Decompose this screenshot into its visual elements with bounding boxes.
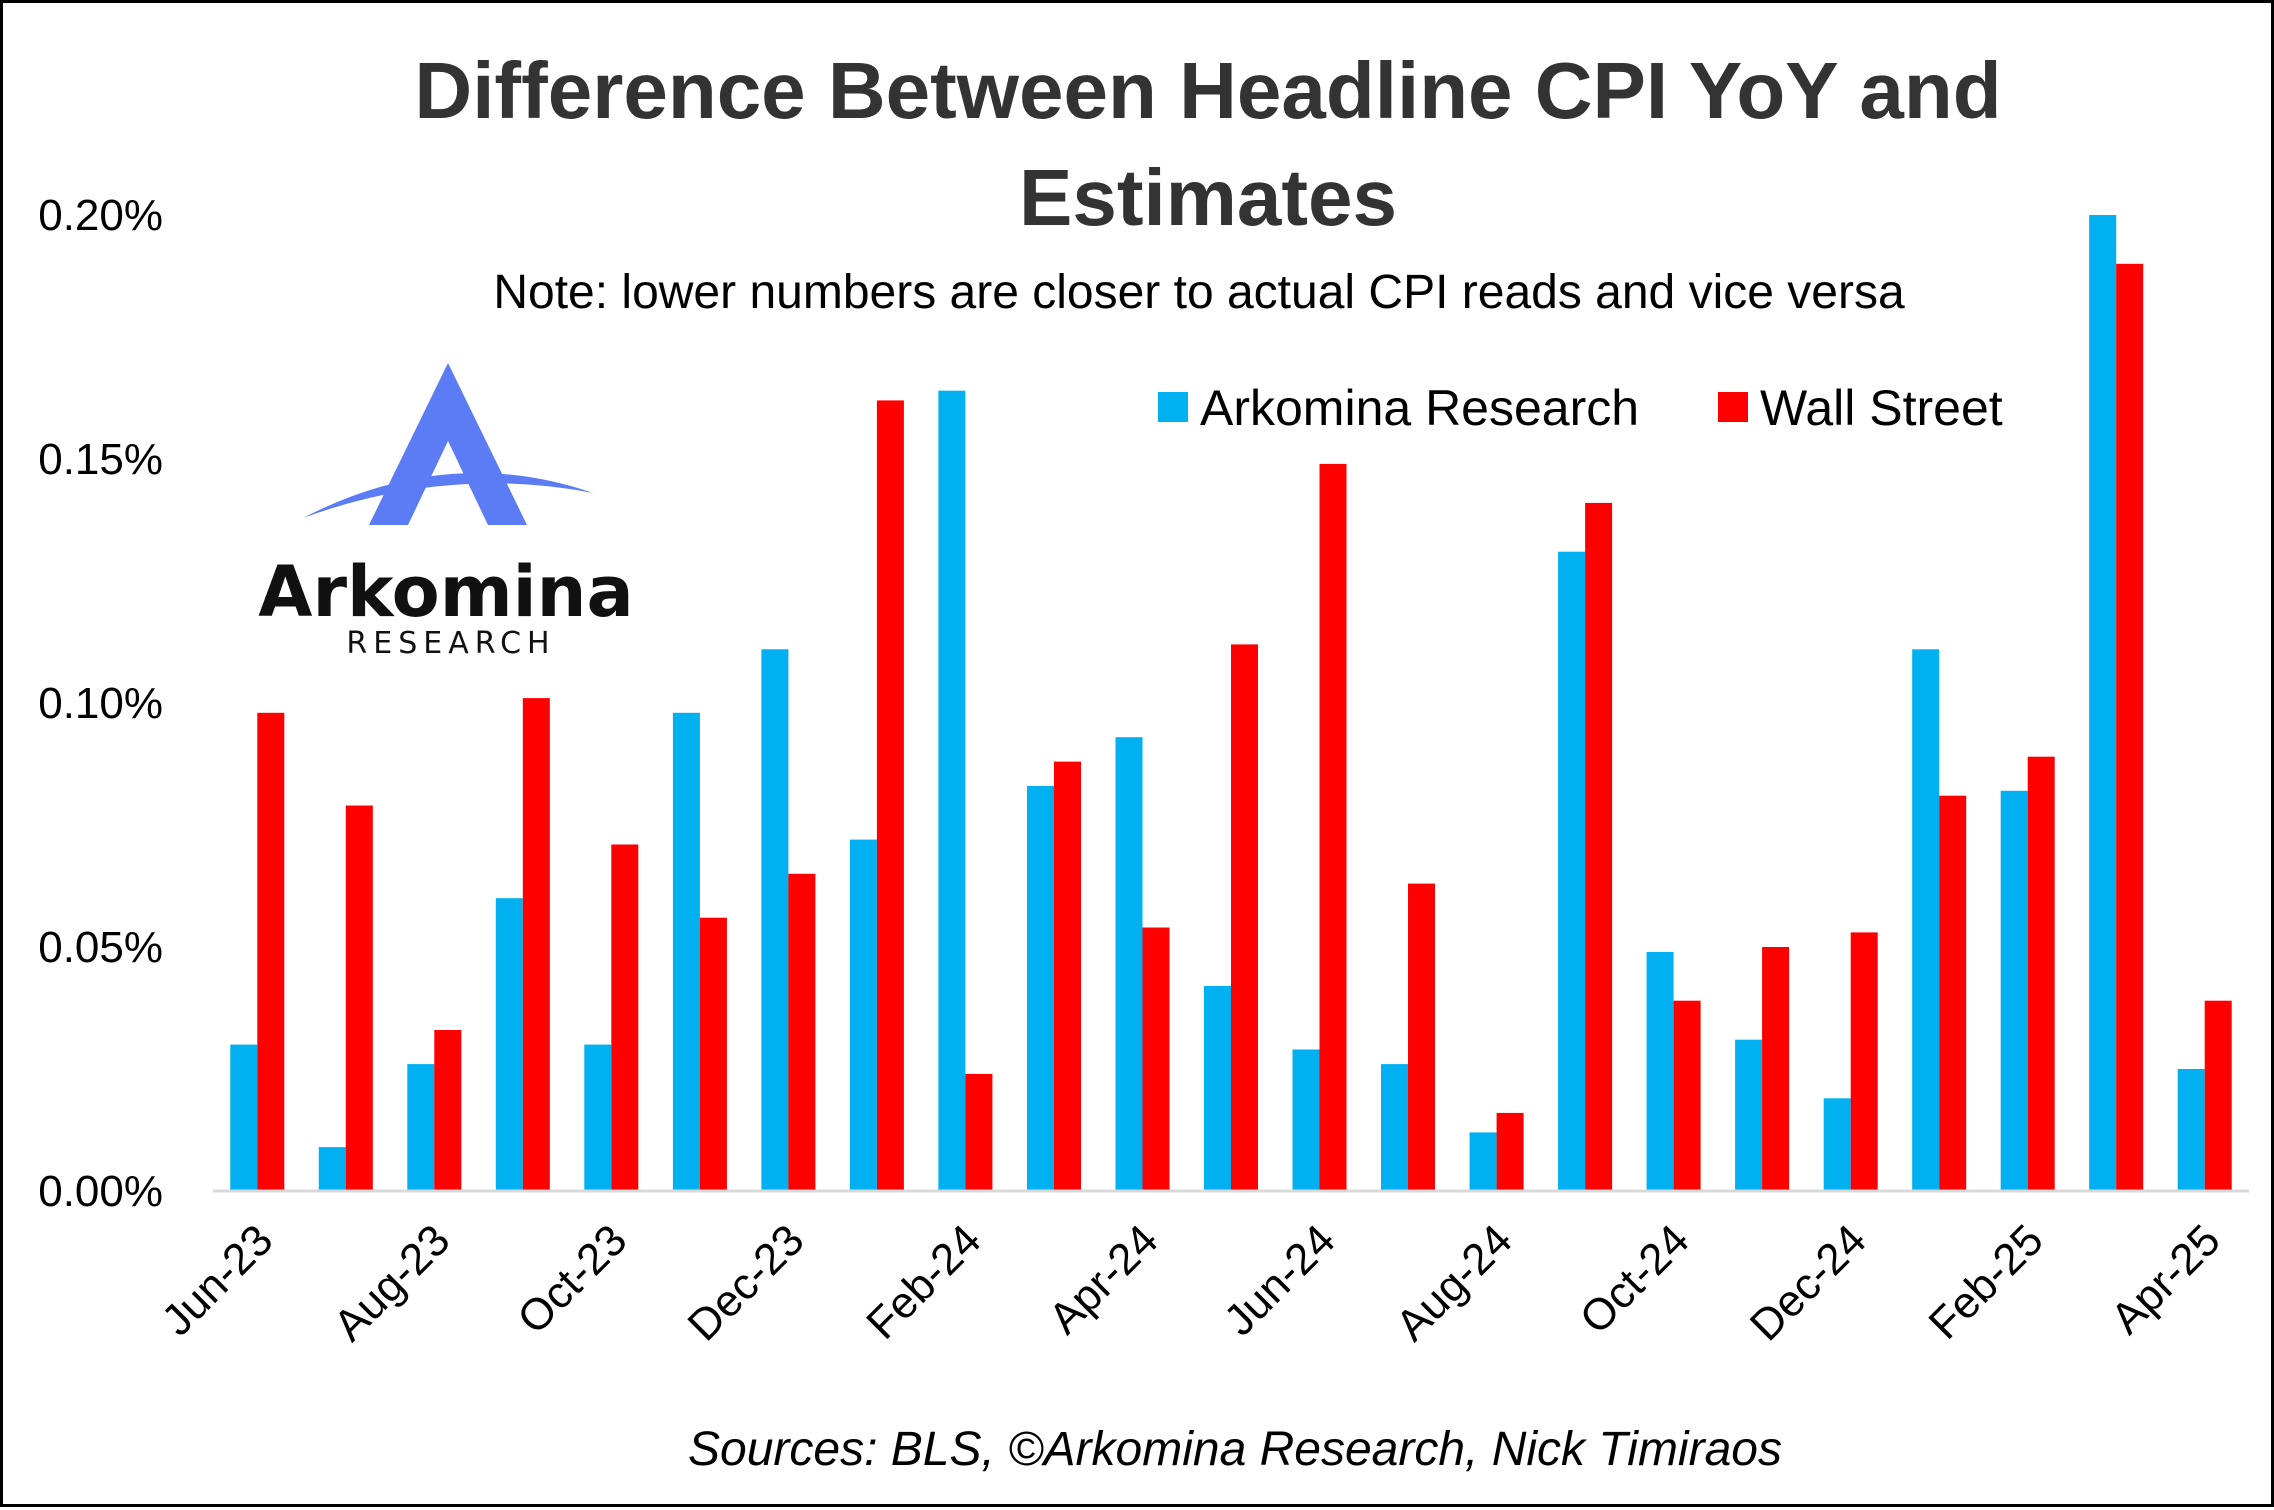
logo-arc-icon: [303, 473, 593, 518]
bar-arkomina: [849, 839, 877, 1191]
bar-arkomina: [230, 1044, 258, 1191]
x-tick-label: Oct-23: [508, 1215, 636, 1343]
x-tick-label: Apr-24: [1040, 1215, 1168, 1343]
bar-arkomina: [2089, 215, 2117, 1191]
bar-arkomina: [1469, 1132, 1497, 1191]
arkomina-logo: Arkomina RESEARCH: [258, 363, 634, 661]
bar-wall-street: [2204, 1000, 2232, 1191]
x-tick-label: Feb-25: [1920, 1215, 2053, 1348]
bar-wall-street: [345, 805, 373, 1191]
chart-title-line1: Difference Between Headline CPI YoY and: [414, 46, 2001, 135]
bar-wall-street: [1142, 927, 1170, 1191]
bar-wall-street: [2027, 756, 2055, 1191]
chart-canvas: Difference Between Headline CPI YoY and …: [38, 46, 2249, 1476]
bar-arkomina: [2177, 1069, 2205, 1191]
x-tick-label: Dec-24: [1741, 1215, 1876, 1350]
legend-swatch-arkomina: [1158, 392, 1188, 422]
logo-a-mark-icon: [369, 363, 527, 525]
x-tick-label: Aug-23: [324, 1215, 459, 1350]
legend-swatch-wall-street: [1718, 392, 1748, 422]
bar-wall-street: [1496, 1112, 1524, 1191]
x-tick-label: Aug-24: [1387, 1215, 1522, 1350]
x-axis: Jun-23 Aug-23 Oct-23 Dec-23 Feb-24 Apr-24 Jun-…: [153, 1215, 2230, 1350]
legend-label-arkomina: Arkomina Research: [1200, 380, 1639, 436]
bar-arkomina: [318, 1147, 346, 1191]
y-tick-label: 0.20%: [38, 191, 163, 240]
bar-wall-street: [611, 844, 639, 1191]
bar-arkomina: [1735, 1039, 1763, 1191]
bar-wall-street: [1054, 761, 1081, 1191]
bar-arkomina: [938, 390, 966, 1191]
bar-wall-street: [1231, 644, 1258, 1191]
bar-arkomina: [1823, 1098, 1851, 1191]
logo-subtext: RESEARCH: [346, 626, 555, 661]
bars-group: [230, 215, 2232, 1191]
y-tick-label: 0.05%: [38, 923, 163, 972]
bar-arkomina: [2000, 790, 2028, 1191]
bar-wall-street: [1673, 1000, 1701, 1191]
logo-wordmark: Arkomina: [258, 551, 633, 633]
bar-wall-street: [1319, 463, 1347, 1191]
y-tick-label: 0.10%: [38, 679, 163, 728]
legend: Arkomina Research Wall Street: [1158, 380, 2003, 436]
x-tick-label: Feb-24: [857, 1215, 990, 1348]
x-tick-label: Jun-24: [1215, 1215, 1345, 1345]
y-axis: 0.00% 0.05% 0.10% 0.15% 0.20%: [38, 191, 163, 1216]
bar-arkomina: [1381, 1064, 1408, 1191]
x-tick-label: Jun-23: [153, 1215, 283, 1345]
bar-arkomina: [584, 1044, 612, 1191]
bar-wall-street: [699, 917, 727, 1191]
bar-arkomina: [1646, 951, 1674, 1191]
bar-wall-street: [1762, 947, 1790, 1191]
bar-wall-street: [1939, 795, 1967, 1191]
bar-arkomina: [407, 1064, 435, 1191]
chart-subtitle: Note: lower numbers are closer to actual…: [493, 266, 1905, 319]
bar-wall-street: [257, 712, 285, 1191]
y-tick-label: 0.15%: [38, 435, 163, 484]
bar-arkomina: [1115, 737, 1143, 1191]
bar-arkomina: [1292, 1049, 1320, 1191]
bar-arkomina: [1027, 786, 1054, 1191]
bar-wall-street: [1850, 932, 1878, 1191]
x-tick-label: Apr-25: [2102, 1215, 2230, 1343]
bar-wall-street: [965, 1073, 993, 1191]
x-tick-label: Dec-23: [679, 1215, 814, 1350]
bar-arkomina: [1912, 649, 1940, 1191]
bar-wall-street: [876, 400, 904, 1191]
chart-source: Sources: BLS, ©Arkomina Research, Nick T…: [688, 1423, 1782, 1476]
bar-wall-street: [434, 1030, 462, 1191]
y-tick-label: 0.00%: [38, 1167, 163, 1216]
x-tick-label: Oct-24: [1571, 1215, 1699, 1343]
bar-wall-street: [1585, 502, 1613, 1191]
bar-wall-street: [522, 698, 550, 1191]
legend-label-wall-street: Wall Street: [1760, 380, 2003, 436]
chart-title-line2: Estimates: [1019, 153, 1397, 242]
bar-arkomina: [495, 898, 523, 1191]
bar-arkomina: [761, 649, 789, 1191]
bar-wall-street: [2116, 263, 2144, 1191]
bar-arkomina: [1558, 551, 1586, 1191]
bar-arkomina: [1204, 986, 1231, 1191]
bar-arkomina: [672, 712, 700, 1191]
bar-wall-street: [1408, 883, 1435, 1191]
bar-wall-street: [788, 873, 816, 1191]
